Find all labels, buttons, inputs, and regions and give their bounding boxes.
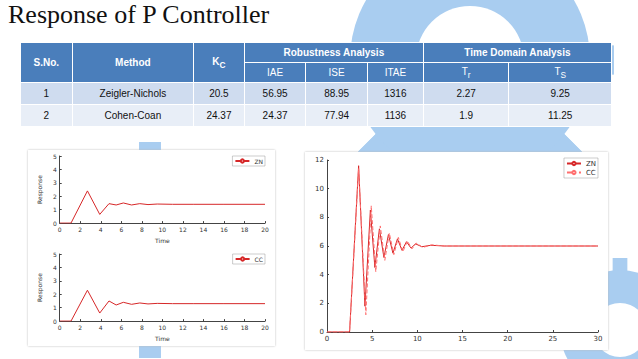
svg-text:16: 16 xyxy=(220,324,228,331)
svg-text:4: 4 xyxy=(53,166,57,173)
svg-text:2: 2 xyxy=(78,226,82,233)
html-text:1316: 1316 xyxy=(384,88,407,99)
svg-text:18: 18 xyxy=(241,226,249,233)
svg-text:12: 12 xyxy=(179,226,187,233)
svg-text:3: 3 xyxy=(53,179,57,186)
svg-text:5: 5 xyxy=(53,251,57,258)
svg-text:5: 5 xyxy=(370,335,374,343)
svg-text:6: 6 xyxy=(119,324,123,331)
svg-text:8: 8 xyxy=(140,324,144,331)
svg-text:0: 0 xyxy=(58,226,62,233)
html-text:88.95: 88.95 xyxy=(324,88,350,99)
svg-text:Time: Time xyxy=(154,335,170,342)
svg-text:1: 1 xyxy=(53,304,57,311)
html-text:Response of P Controller: Response of P Controller xyxy=(8,0,270,29)
svg-text:ZN: ZN xyxy=(254,158,263,165)
svg-text:2: 2 xyxy=(320,299,324,307)
html-text:Cohen-Coan: Cohen-Coan xyxy=(104,110,162,121)
html-text:Robustness Analysis: Robustness Analysis xyxy=(283,47,385,58)
svg-text:1: 1 xyxy=(53,206,57,213)
html-text:1136: 1136 xyxy=(384,110,407,121)
html-text:Method: Method xyxy=(115,57,151,68)
svg-text:16: 16 xyxy=(220,226,228,233)
svg-text:4: 4 xyxy=(53,264,57,271)
html-text:Tr: Tr xyxy=(461,65,471,80)
svg-text:Response: Response xyxy=(36,273,44,302)
svg-text:2: 2 xyxy=(78,324,82,331)
html-text:IAE: IAE xyxy=(267,67,284,78)
svg-text:4: 4 xyxy=(99,324,103,331)
html-text:77.94: 77.94 xyxy=(324,110,350,121)
html-text:ISE: ISE xyxy=(328,67,345,78)
svg-text:18: 18 xyxy=(241,324,249,331)
svg-text:10: 10 xyxy=(315,185,324,193)
svg-text:8: 8 xyxy=(140,226,144,233)
svg-text:20: 20 xyxy=(261,324,269,331)
svg-text:Time: Time xyxy=(154,237,170,244)
svg-text:4: 4 xyxy=(320,271,325,279)
html-text:24.37: 24.37 xyxy=(262,110,288,121)
html-text:1.9: 1.9 xyxy=(459,110,474,121)
svg-text:2: 2 xyxy=(53,291,57,298)
html-text:2: 2 xyxy=(43,110,50,121)
svg-text:14: 14 xyxy=(200,324,208,331)
svg-text:Response: Response xyxy=(36,175,44,204)
html-text:Time Domain Analysis: Time Domain Analysis xyxy=(464,47,571,58)
svg-text:0: 0 xyxy=(325,335,329,343)
html-text:S.No.: S.No. xyxy=(33,57,60,68)
svg-text:10: 10 xyxy=(159,324,167,331)
html-text:2.27: 2.27 xyxy=(456,88,476,99)
html-text:9.25: 9.25 xyxy=(550,88,570,99)
svg-text:10: 10 xyxy=(413,335,422,343)
svg-text:CC: CC xyxy=(255,256,263,263)
svg-text:14: 14 xyxy=(200,226,208,233)
svg-text:2: 2 xyxy=(53,193,57,200)
html-text:1: 1 xyxy=(43,88,50,99)
svg-text:8: 8 xyxy=(320,213,324,221)
svg-text:0: 0 xyxy=(58,324,62,331)
svg-text:CC: CC xyxy=(586,169,596,177)
html-text:11.25: 11.25 xyxy=(548,110,573,121)
svg-text:6: 6 xyxy=(119,226,123,233)
svg-text:0: 0 xyxy=(320,328,324,336)
svg-text:0: 0 xyxy=(53,220,57,227)
html-text:ITAE: ITAE xyxy=(384,67,407,78)
svg-text:12: 12 xyxy=(315,156,324,164)
svg-text:12: 12 xyxy=(179,324,187,331)
html-text:56.95: 56.95 xyxy=(262,88,288,99)
svg-text:5: 5 xyxy=(53,153,57,160)
svg-text:30: 30 xyxy=(594,335,603,343)
svg-text:20: 20 xyxy=(261,226,269,233)
svg-text:25: 25 xyxy=(548,335,557,343)
html-text:24.37: 24.37 xyxy=(206,110,232,121)
html-text:TS: TS xyxy=(554,65,566,80)
svg-text:15: 15 xyxy=(458,335,467,343)
svg-text:ZN: ZN xyxy=(586,160,596,168)
svg-text:10: 10 xyxy=(159,226,167,233)
html-text:20.5: 20.5 xyxy=(209,88,229,99)
html-text:KC: KC xyxy=(212,55,226,70)
svg-text:4: 4 xyxy=(99,226,103,233)
svg-text:0: 0 xyxy=(53,318,57,325)
svg-text:3: 3 xyxy=(53,277,57,284)
html-text:Zeigler-Nichols: Zeigler-Nichols xyxy=(99,88,167,99)
svg-text:6: 6 xyxy=(320,242,325,250)
svg-text:20: 20 xyxy=(503,335,512,343)
